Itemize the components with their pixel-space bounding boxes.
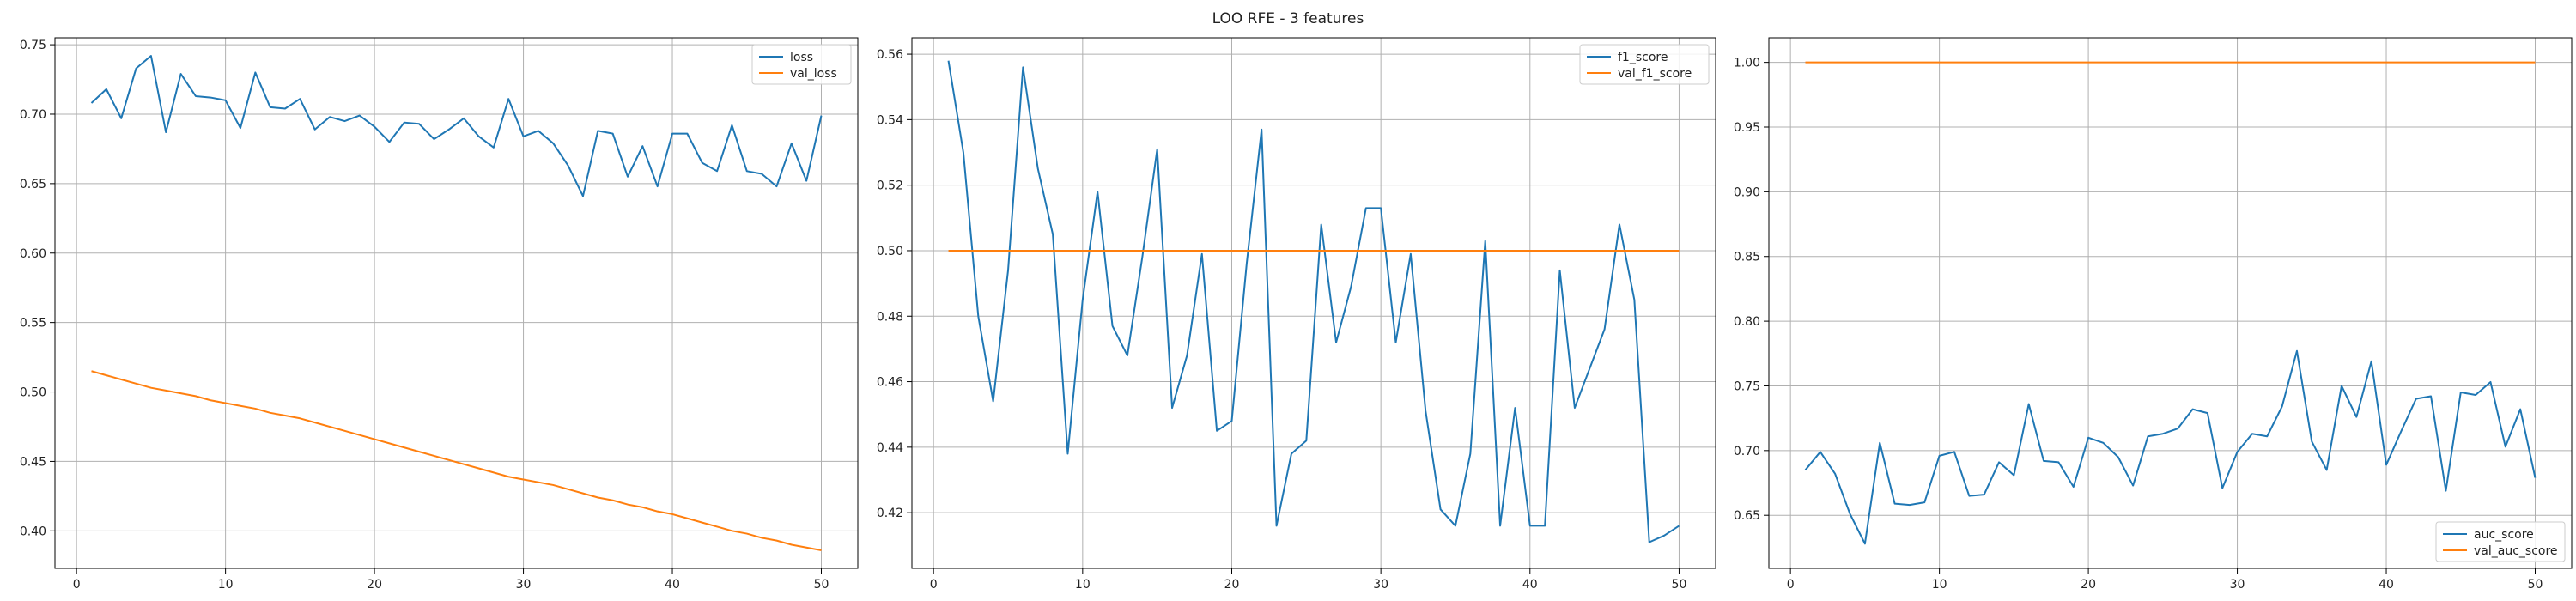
loss-chart: 0 10 20 30 40 50 0.40 0.45 0.50 0.55 0.60 0.65 0.70 0…	[20, 37, 859, 592]
legend: f1_score val_f1_score	[1579, 44, 1710, 85]
legend-label: val_f1_score	[1618, 67, 1692, 81]
y-tick-label: 0.90	[1734, 185, 1760, 199]
y-tick-label: 0.44	[877, 441, 903, 455]
y-tick-label: 0.95	[1734, 121, 1760, 135]
x-tick-label: 30	[1373, 578, 1388, 592]
figure-title: LOO RFE - 3 features	[1212, 10, 1364, 27]
legend-label: f1_score	[1618, 51, 1668, 64]
y-tick-label: 0.65	[20, 178, 46, 191]
y-tick-label: 0.85	[1734, 251, 1760, 264]
y-tick-label: 0.75	[20, 39, 46, 52]
x-tick-label: 10	[1932, 578, 1947, 592]
axes-frame	[54, 37, 859, 569]
x-tick-label: 10	[1075, 578, 1091, 592]
x-tick-label: 40	[1522, 578, 1538, 592]
y-tick-label: 0.40	[20, 525, 46, 538]
x-tick-label: 50	[1672, 578, 1687, 592]
auc-score-chart: 0 10 20 30 40 50 0.65 0.70 0.75 0.80 0.85 0.90 0.95 1…	[1734, 37, 2573, 592]
axes-frame	[1768, 37, 2573, 569]
x-tick-label: 0	[73, 578, 81, 592]
legend-box	[751, 44, 852, 85]
series-line-val-loss	[91, 370, 822, 551]
x-tick-label: 0	[930, 578, 938, 592]
y-tick-label: 1.00	[1734, 57, 1760, 70]
grid	[55, 38, 858, 568]
x-tick-label: 20	[1224, 578, 1240, 592]
series-line-loss	[90, 55, 823, 197]
y-tick-label: 0.56	[877, 48, 903, 62]
y-tick-label: 0.42	[877, 507, 903, 520]
legend-label: val_auc_score	[2474, 544, 2558, 558]
legend: auc_score val_auc_score	[2435, 521, 2566, 562]
subplots: 0 10 20 30 40 500.400.450.500.550.600.650.700…	[20, 37, 2573, 592]
y-tick-label: 0.65	[1734, 509, 1760, 523]
x-tick-label: 50	[814, 578, 829, 592]
axes-frame	[911, 37, 1716, 569]
y-tick-label: 0.52	[877, 179, 903, 193]
x-tick-label: 30	[2230, 578, 2245, 592]
y-tick-label: 0.46	[877, 376, 903, 390]
y-tick-label: 0.55	[20, 317, 46, 331]
x-tick-label: 10	[218, 578, 234, 592]
legend-label: auc_score	[2474, 528, 2534, 542]
grid	[912, 38, 1716, 568]
legend: loss val_loss	[751, 44, 852, 85]
series-line-f1-score	[947, 60, 1680, 543]
y-tick-label: 0.80	[1734, 315, 1760, 329]
x-tick-label: 50	[2528, 578, 2543, 592]
legend-label: loss	[790, 51, 813, 64]
y-tick-label: 0.75	[1734, 379, 1760, 393]
y-tick-label: 0.50	[877, 245, 903, 258]
y-tick-label: 0.50	[20, 386, 46, 400]
legend-box	[2435, 521, 2566, 562]
series-line-auc-score	[1804, 349, 2537, 545]
f1-score-chart: 0 10 20 30 40 50 0.42 0.44 0.46 0.48 0.50 0.52 0.54 0…	[877, 37, 1716, 592]
y-tick-label: 0.70	[20, 108, 46, 122]
x-tick-label: 40	[665, 578, 680, 592]
x-tick-label: 40	[2379, 578, 2394, 592]
legend-box	[1579, 44, 1710, 85]
legend-label: val_loss	[790, 67, 837, 81]
x-tick-label: 20	[367, 578, 382, 592]
x-tick-label: 30	[516, 578, 532, 592]
y-tick-label: 0.45	[20, 455, 46, 469]
y-tick-label: 0.48	[877, 310, 903, 324]
y-tick-label: 0.54	[877, 113, 903, 127]
x-tick-label: 0	[1787, 578, 1795, 592]
y-tick-label: 0.70	[1734, 445, 1760, 458]
grid	[1769, 38, 2572, 568]
y-tick-label: 0.60	[20, 247, 46, 261]
x-tick-label: 20	[2081, 578, 2096, 592]
